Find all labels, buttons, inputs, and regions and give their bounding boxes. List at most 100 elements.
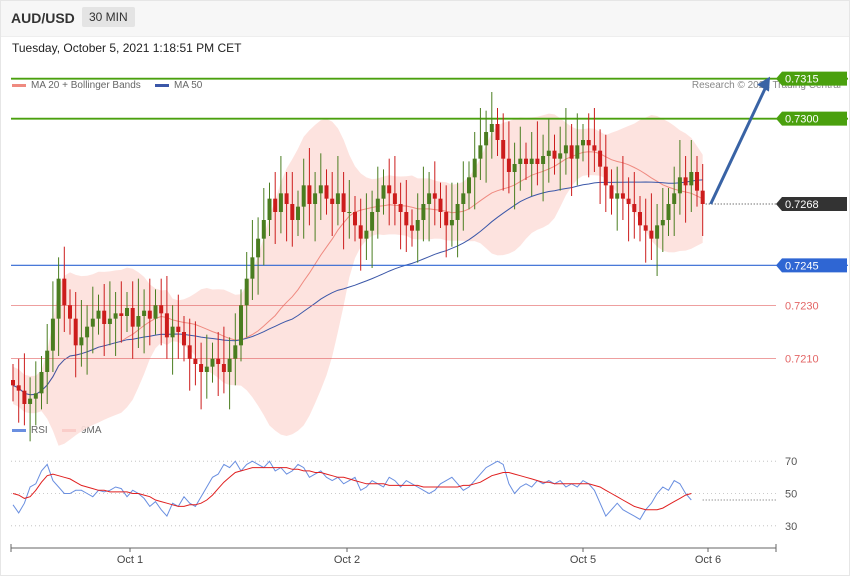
candle-body bbox=[615, 193, 620, 199]
candle-body bbox=[39, 372, 44, 394]
candle-body bbox=[370, 212, 375, 231]
candle-body bbox=[244, 278, 249, 306]
candle-body bbox=[695, 172, 699, 191]
candle-body bbox=[199, 364, 204, 372]
candle-body bbox=[586, 140, 591, 146]
candle-body bbox=[68, 305, 72, 319]
candle-body bbox=[495, 124, 500, 140]
candle-body bbox=[16, 385, 21, 391]
candle-body bbox=[324, 185, 329, 199]
level-label-0.7300: 0.7300 bbox=[785, 114, 819, 126]
candle-body bbox=[28, 398, 33, 404]
candle-body bbox=[672, 193, 677, 204]
ma50-line bbox=[12, 179, 703, 396]
level-label-0.7268: 0.7268 bbox=[785, 199, 819, 211]
candle-body bbox=[563, 145, 568, 154]
candle-body bbox=[546, 150, 551, 156]
ma20-swatch bbox=[12, 84, 26, 87]
candle-body bbox=[187, 345, 192, 359]
rsi-swatch bbox=[12, 429, 26, 432]
candle-body bbox=[204, 366, 209, 372]
x-axis-label: Oct 2 bbox=[334, 554, 360, 566]
candle-body bbox=[182, 332, 186, 346]
candle-body bbox=[107, 318, 112, 324]
candle-body bbox=[210, 358, 215, 367]
candle-body bbox=[603, 166, 608, 186]
candle-body bbox=[512, 164, 517, 172]
candle-body bbox=[620, 193, 625, 199]
chart-header: AUD/USD 30 MIN bbox=[0, 0, 850, 37]
rsi-legend-label: RSI bbox=[31, 425, 48, 436]
ma9-legend-label: 9MA bbox=[81, 425, 102, 436]
candle-body bbox=[239, 305, 243, 346]
candle-body bbox=[461, 193, 466, 204]
rsi-tick-label: 30 bbox=[785, 521, 797, 533]
candle-body bbox=[524, 158, 528, 164]
candle-body bbox=[683, 177, 688, 186]
candle-body bbox=[113, 313, 118, 319]
candle-body bbox=[73, 318, 78, 346]
candle-body bbox=[45, 350, 50, 372]
candle-body bbox=[142, 310, 147, 316]
candle-body bbox=[375, 198, 380, 212]
candle-body bbox=[33, 393, 38, 399]
candle-body bbox=[518, 158, 523, 164]
candle-body bbox=[296, 206, 300, 220]
candle-body bbox=[284, 193, 289, 204]
candle-body bbox=[444, 212, 449, 226]
legend-ma50: MA 50 bbox=[155, 80, 202, 91]
candle-body bbox=[387, 185, 392, 194]
candle-body bbox=[341, 193, 346, 212]
candle-body bbox=[529, 158, 534, 164]
candle-body bbox=[102, 310, 107, 324]
level-tag-0.7315 bbox=[776, 71, 847, 86]
symbol-label: AUD/USD bbox=[11, 10, 75, 26]
candle-body bbox=[125, 308, 129, 316]
candle-body bbox=[581, 140, 585, 146]
candle-body bbox=[273, 198, 278, 212]
candle-body bbox=[666, 204, 671, 220]
candle-body bbox=[449, 220, 454, 226]
legend-ma20: MA 20 + Bollinger Bands bbox=[12, 80, 141, 91]
ma50-legend-label: MA 50 bbox=[174, 80, 203, 91]
legend-rsi: RSI bbox=[12, 425, 48, 436]
forecast-arrow bbox=[709, 86, 768, 205]
candle-body bbox=[626, 198, 631, 204]
candle-body bbox=[598, 150, 603, 167]
candle-body bbox=[427, 193, 432, 204]
candle-body bbox=[472, 158, 477, 178]
candle-body bbox=[392, 193, 397, 204]
candle-body bbox=[455, 204, 460, 220]
candle-body bbox=[221, 364, 226, 372]
candle-body bbox=[632, 204, 637, 212]
candle-body bbox=[130, 308, 135, 327]
candle-body bbox=[438, 198, 443, 212]
ma20-legend-label: MA 20 + Bollinger Bands bbox=[31, 80, 141, 91]
candle-body bbox=[90, 318, 95, 327]
candle-body bbox=[552, 150, 557, 159]
candle-body bbox=[56, 278, 61, 319]
candle-body bbox=[153, 305, 158, 319]
candle-body bbox=[216, 358, 221, 364]
candle-body bbox=[301, 185, 306, 207]
candle-body bbox=[335, 193, 340, 204]
rsi-tick-label: 50 bbox=[785, 489, 797, 501]
candle-body bbox=[415, 220, 420, 231]
level-tag-0.7245 bbox=[776, 258, 847, 273]
candle-body bbox=[569, 145, 574, 159]
candle-body bbox=[50, 318, 55, 351]
rsi-tick-label: 70 bbox=[785, 456, 797, 468]
candle-body bbox=[278, 193, 283, 212]
forecast-arrowhead bbox=[757, 76, 770, 92]
ma50-swatch bbox=[155, 84, 169, 87]
candle-body bbox=[96, 310, 101, 319]
candle-body bbox=[467, 177, 471, 194]
candle-body bbox=[318, 185, 323, 194]
level-label-0.7210: 0.7210 bbox=[785, 354, 819, 366]
candle-body bbox=[638, 212, 642, 226]
candle-body bbox=[489, 124, 494, 132]
candle-body bbox=[358, 225, 363, 239]
timeframe-button[interactable]: 30 MIN bbox=[82, 7, 135, 27]
level-label-0.7315: 0.7315 bbox=[785, 74, 819, 86]
